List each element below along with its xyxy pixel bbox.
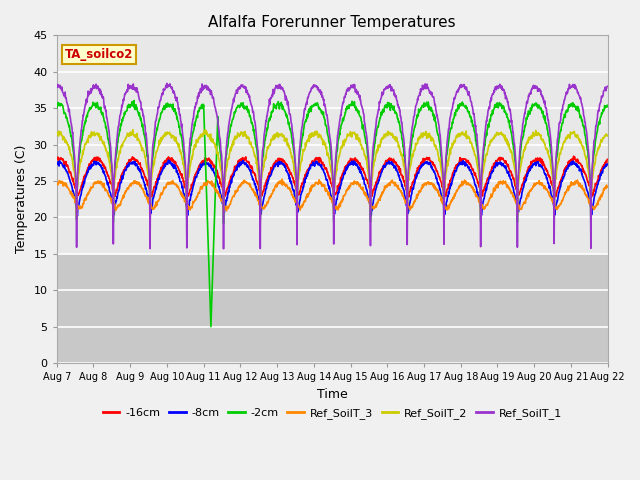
-2cm [207,324,215,329]
Ref_SoilT_3 [223,208,230,214]
-8cm [163,161,170,167]
Ref_SoilT_2 [490,136,498,142]
Ref_SoilT_2 [73,214,81,219]
Bar [57,254,608,363]
-8cm [164,157,172,163]
Ref_SoilT_3 [604,184,611,190]
Ref_SoilT_3 [490,189,498,194]
-16cm [604,156,611,162]
-16cm [237,156,244,162]
-16cm [162,158,170,164]
Line: Ref_SoilT_2: Ref_SoilT_2 [57,130,607,216]
Ref_SoilT_3 [539,181,547,187]
-16cm [175,168,183,173]
Ref_SoilT_1 [162,83,170,89]
-16cm [405,194,413,200]
-8cm [604,161,611,167]
Ref_SoilT_2 [176,148,184,154]
Line: Ref_SoilT_1: Ref_SoilT_1 [57,84,607,249]
Ref_SoilT_2 [539,138,547,144]
Ref_SoilT_3 [278,176,286,182]
Ref_SoilT_2 [237,129,245,135]
-16cm [418,159,426,165]
Ref_SoilT_1 [163,81,171,86]
Ref_SoilT_1 [53,84,61,90]
X-axis label: Time: Time [317,388,348,401]
-2cm [163,101,170,107]
-16cm [490,161,497,167]
Ref_SoilT_1 [419,86,426,92]
-16cm [538,157,546,163]
-2cm [539,110,547,116]
Ref_SoilT_1 [604,84,611,89]
-2cm [419,103,426,108]
Ref_SoilT_1 [176,112,184,118]
Ref_SoilT_3 [162,185,170,191]
Text: TA_soilco2: TA_soilco2 [65,48,133,61]
-8cm [74,213,81,219]
-16cm [53,156,61,161]
Ref_SoilT_1 [490,87,498,93]
Line: Ref_SoilT_3: Ref_SoilT_3 [57,179,607,211]
-8cm [176,179,184,184]
-2cm [490,106,498,111]
Ref_SoilT_2 [53,129,61,135]
-8cm [237,160,245,166]
Ref_SoilT_1 [237,83,245,89]
Ref_SoilT_1 [220,246,227,252]
Line: -16cm: -16cm [57,156,607,197]
-8cm [53,160,61,166]
-8cm [419,162,426,168]
Legend: -16cm, -8cm, -2cm, Ref_SoilT_3, Ref_SoilT_2, Ref_SoilT_1: -16cm, -8cm, -2cm, Ref_SoilT_3, Ref_Soil… [99,403,566,423]
-2cm [130,98,138,104]
Y-axis label: Temperatures (C): Temperatures (C) [15,145,28,253]
Ref_SoilT_3 [175,186,183,192]
Line: -8cm: -8cm [57,160,607,216]
Ref_SoilT_2 [163,132,170,137]
Ref_SoilT_3 [53,181,61,187]
-2cm [237,101,245,107]
-2cm [176,124,184,130]
-8cm [539,166,547,171]
Ref_SoilT_2 [604,133,611,139]
-8cm [490,164,498,169]
-2cm [604,102,611,108]
Line: -2cm: -2cm [57,101,607,326]
-2cm [53,103,61,109]
Title: Alfalfa Forerunner Temperatures: Alfalfa Forerunner Temperatures [209,15,456,30]
Ref_SoilT_2 [129,127,137,132]
Ref_SoilT_2 [419,132,426,138]
Ref_SoilT_3 [237,181,245,187]
Ref_SoilT_1 [539,93,547,99]
Ref_SoilT_3 [419,186,426,192]
-16cm [570,154,577,159]
